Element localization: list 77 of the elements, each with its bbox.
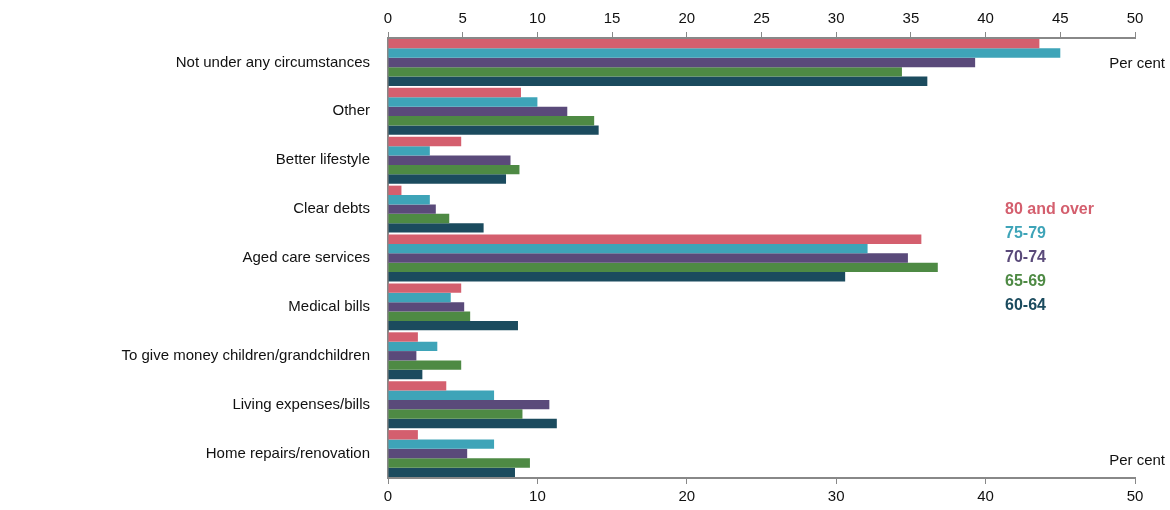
x2-tick-label: 15 bbox=[603, 9, 621, 27]
x-tick-label: 20 bbox=[678, 487, 696, 505]
x2-tick-label: 30 bbox=[827, 9, 845, 27]
bar bbox=[388, 243, 868, 254]
y-tick-label: Other bbox=[332, 101, 370, 119]
y-tick-label: Not under any circumstances bbox=[175, 52, 370, 70]
x2-tick-label: 35 bbox=[902, 9, 920, 27]
bar bbox=[388, 213, 450, 224]
bar bbox=[388, 332, 418, 342]
bar bbox=[388, 116, 595, 126]
bar bbox=[388, 292, 451, 303]
y-tick-label: Clear debts bbox=[293, 199, 370, 217]
y-tick-label: Aged care services bbox=[242, 248, 370, 266]
bar bbox=[388, 204, 436, 214]
text: 70-74 bbox=[1005, 248, 1047, 266]
x2-tick-label: 10 bbox=[529, 9, 546, 27]
bar bbox=[388, 125, 599, 135]
bar bbox=[388, 195, 430, 205]
bar bbox=[388, 87, 521, 98]
bar bbox=[388, 430, 418, 440]
x2-tick-label: 5 bbox=[458, 9, 467, 27]
bar bbox=[388, 223, 484, 233]
bar bbox=[388, 262, 938, 273]
x-tick-label: 30 bbox=[827, 487, 845, 505]
bar bbox=[388, 155, 511, 165]
bar bbox=[388, 234, 922, 244]
bar bbox=[388, 164, 520, 175]
bar bbox=[388, 272, 846, 282]
bar bbox=[388, 448, 468, 459]
bar bbox=[388, 418, 557, 429]
bar bbox=[388, 283, 462, 293]
bar bbox=[388, 399, 550, 410]
bar bbox=[388, 76, 928, 86]
text: 75-79 bbox=[1005, 224, 1047, 242]
y-tick-label: Medical bills bbox=[288, 297, 370, 315]
y-tick-label: Home repairs/renovation bbox=[205, 443, 370, 461]
x2-tick-label: 25 bbox=[753, 9, 770, 27]
bar bbox=[388, 409, 523, 419]
x2-tick-label: 50 bbox=[1126, 9, 1144, 27]
text: 65-69 bbox=[1005, 272, 1047, 290]
x-tick-label: 40 bbox=[977, 487, 994, 505]
bar bbox=[388, 351, 417, 361]
x2-tick-label: 0 bbox=[383, 9, 393, 27]
x2-axis-title: Per cent bbox=[1109, 54, 1166, 72]
y-tick-label: Better lifestyle bbox=[275, 150, 370, 168]
x-tick-label: 50 bbox=[1126, 487, 1144, 505]
x2-tick-label: 20 bbox=[678, 9, 696, 27]
bar bbox=[388, 320, 518, 331]
bar bbox=[388, 67, 902, 77]
bar bbox=[388, 38, 1040, 49]
bar bbox=[388, 106, 568, 117]
bar bbox=[388, 390, 495, 400]
bar bbox=[388, 174, 507, 184]
x2-tick-label: 45 bbox=[1051, 9, 1069, 27]
bar bbox=[388, 97, 538, 107]
bar bbox=[388, 439, 495, 449]
bar bbox=[388, 381, 447, 391]
bar bbox=[388, 136, 462, 147]
y-tick-label: Living expenses/bills bbox=[232, 394, 370, 412]
bar bbox=[388, 57, 976, 68]
x-axis-title: Per cent bbox=[1109, 451, 1166, 469]
x2-tick-label: 40 bbox=[977, 9, 994, 27]
text: 60-64 bbox=[1005, 296, 1047, 314]
bar bbox=[388, 458, 530, 468]
bar bbox=[388, 302, 465, 312]
text: 80 and over bbox=[1005, 200, 1094, 218]
bar bbox=[388, 311, 471, 321]
bar bbox=[388, 48, 1061, 58]
bar bbox=[388, 360, 462, 370]
bar bbox=[388, 341, 438, 352]
bar bbox=[388, 467, 515, 478]
bar bbox=[388, 146, 430, 156]
x-tick-label: 10 bbox=[529, 487, 546, 505]
x-tick-label: 0 bbox=[383, 487, 393, 505]
bar bbox=[388, 369, 423, 380]
y-tick-label: To give money children/grandchildren bbox=[121, 345, 370, 363]
bar bbox=[388, 253, 908, 263]
